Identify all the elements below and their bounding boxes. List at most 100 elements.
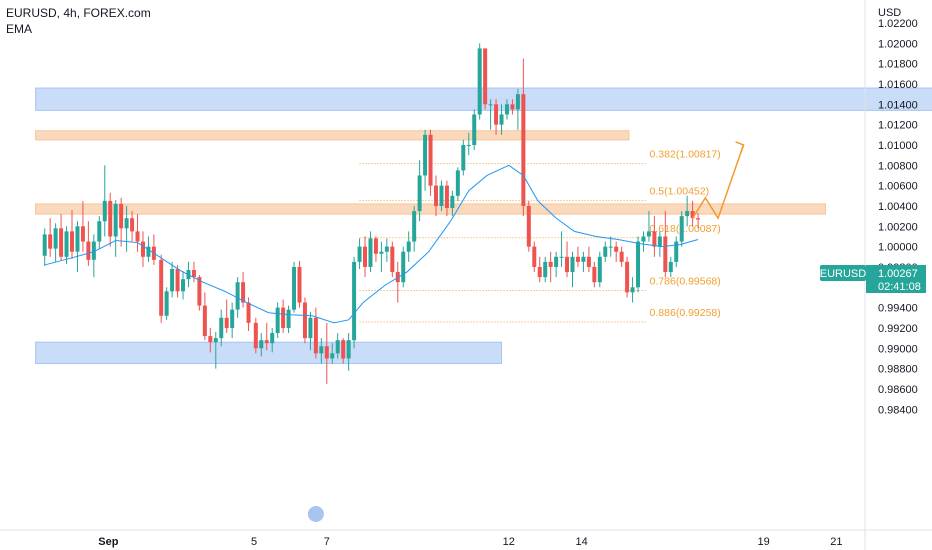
candle[interactable]	[625, 256, 630, 298]
candle[interactable]	[559, 231, 564, 267]
candle[interactable]	[455, 167, 460, 201]
candle[interactable]	[614, 241, 619, 262]
candle[interactable]	[341, 338, 346, 364]
candle[interactable]	[696, 213, 701, 229]
candle[interactable]	[175, 264, 180, 298]
candle[interactable]	[352, 256, 357, 349]
candle[interactable]	[444, 180, 449, 217]
candle[interactable]	[357, 238, 362, 269]
candle[interactable]	[575, 246, 580, 267]
candle[interactable]	[346, 333, 351, 371]
candle[interactable]	[102, 165, 107, 237]
candle[interactable]	[108, 192, 113, 247]
indicator-label[interactable]: EMA	[6, 22, 32, 36]
candle[interactable]	[140, 231, 145, 267]
candle[interactable]	[526, 200, 531, 252]
candle[interactable]	[483, 48, 488, 110]
candle[interactable]	[570, 251, 575, 288]
candle[interactable]	[97, 216, 102, 249]
candle[interactable]	[652, 216, 657, 257]
candle[interactable]	[510, 99, 515, 115]
candle[interactable]	[91, 234, 96, 278]
candle[interactable]	[135, 214, 140, 252]
candle[interactable]	[270, 327, 275, 353]
candle[interactable]	[275, 302, 280, 339]
candle[interactable]	[286, 305, 291, 334]
candle[interactable]	[53, 223, 58, 262]
candle[interactable]	[224, 299, 229, 334]
candle[interactable]	[191, 261, 196, 283]
candle[interactable]	[64, 226, 69, 264]
candle[interactable]	[119, 197, 124, 247]
candle[interactable]	[48, 218, 53, 257]
candle[interactable]	[423, 129, 428, 191]
candle[interactable]	[586, 246, 591, 273]
candle[interactable]	[302, 297, 307, 344]
candle[interactable]	[159, 254, 164, 323]
candle[interactable]	[417, 160, 422, 222]
candle[interactable]	[297, 260, 302, 308]
candle[interactable]	[412, 205, 417, 252]
candle[interactable]	[281, 299, 286, 334]
candle[interactable]	[42, 228, 47, 266]
candle[interactable]	[521, 58, 526, 217]
candle[interactable]	[439, 180, 444, 212]
candle[interactable]	[181, 271, 186, 300]
candle[interactable]	[603, 241, 608, 262]
candle[interactable]	[685, 195, 690, 227]
candle[interactable]	[395, 261, 400, 303]
supply-zone[interactable]	[35, 203, 826, 215]
candle[interactable]	[330, 343, 335, 364]
candle[interactable]	[324, 322, 329, 384]
candle[interactable]	[663, 211, 668, 278]
price-axis[interactable]: 1.02200 1.02000 1.01800 1.01600 1.01400 1.012…	[878, 18, 918, 416]
candle[interactable]	[219, 309, 224, 347]
candle[interactable]	[532, 241, 537, 273]
candle[interactable]	[202, 292, 207, 341]
candle[interactable]	[124, 205, 129, 252]
candle[interactable]	[363, 236, 368, 278]
candle[interactable]	[379, 241, 384, 273]
candle[interactable]	[164, 287, 169, 320]
candle[interactable]	[130, 211, 135, 242]
candle[interactable]	[368, 231, 373, 273]
candle[interactable]	[319, 338, 324, 364]
candle[interactable]	[548, 251, 553, 283]
candle[interactable]	[565, 241, 570, 278]
candle[interactable]	[264, 322, 269, 351]
candle[interactable]	[197, 275, 202, 311]
candle[interactable]	[308, 311, 313, 351]
candle[interactable]	[488, 99, 493, 130]
candle[interactable]	[515, 89, 520, 130]
supply-zone[interactable]	[35, 130, 630, 141]
candle[interactable]	[401, 246, 406, 288]
candle[interactable]	[213, 332, 218, 369]
candle[interactable]	[668, 256, 673, 278]
candle[interactable]	[170, 261, 175, 298]
candle[interactable]	[461, 139, 466, 176]
candle[interactable]	[253, 317, 258, 354]
ema-line[interactable]	[44, 164, 699, 324]
candle[interactable]	[390, 241, 395, 278]
candle[interactable]	[646, 211, 651, 242]
candle[interactable]	[335, 333, 340, 359]
candle[interactable]	[80, 200, 85, 252]
candle[interactable]	[406, 231, 411, 262]
candle[interactable]	[313, 307, 318, 359]
candle[interactable]	[636, 236, 641, 293]
candle[interactable]	[428, 129, 433, 196]
candle[interactable]	[384, 238, 389, 262]
projection-path[interactable]	[691, 154, 741, 220]
candle[interactable]	[241, 272, 246, 308]
candle[interactable]	[477, 43, 482, 120]
candle[interactable]	[208, 327, 213, 353]
candle[interactable]	[113, 199, 118, 257]
candle[interactable]	[690, 200, 695, 227]
candle[interactable]	[543, 256, 548, 283]
candle[interactable]	[537, 256, 542, 283]
candle[interactable]	[472, 109, 477, 151]
candle[interactable]	[630, 277, 635, 303]
candle[interactable]	[494, 99, 499, 135]
candle[interactable]	[504, 99, 509, 120]
candle[interactable]	[75, 221, 80, 273]
